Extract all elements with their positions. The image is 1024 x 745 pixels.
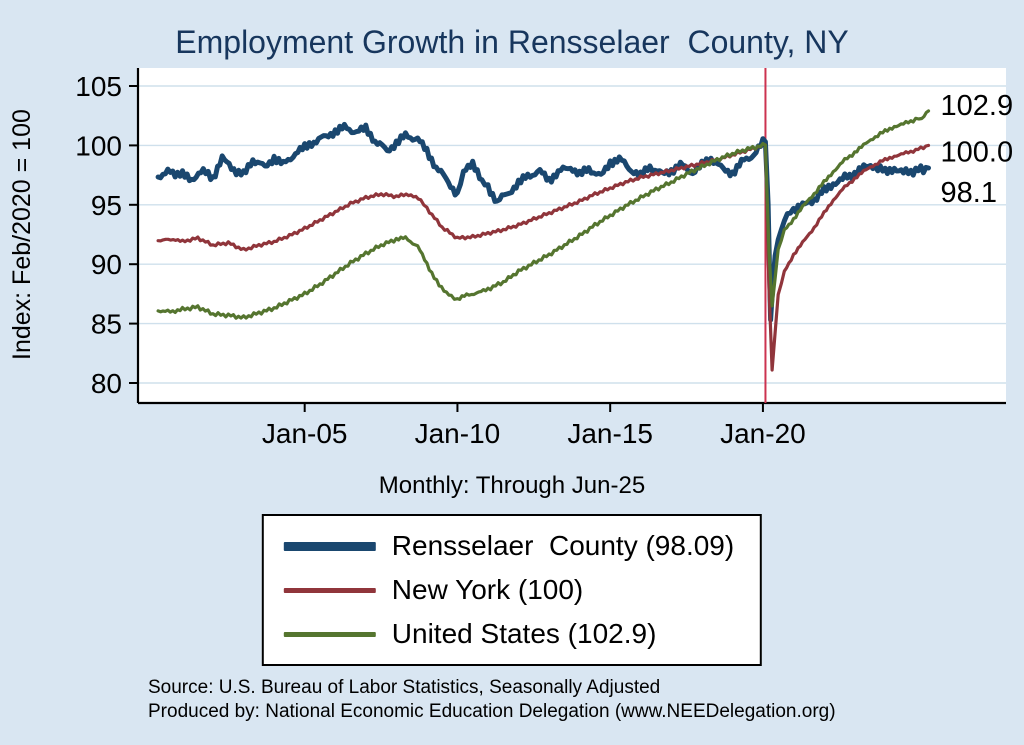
y-tick-label: 85 [91,309,122,340]
x-tick-label: Jan-15 [567,418,653,449]
x-tick-label: Jan-10 [415,418,501,449]
y-tick-label: 80 [91,368,122,399]
y-tick-label: 100 [75,130,122,161]
x-tick-label: Jan-20 [720,418,806,449]
source-note: Source: U.S. Bureau of Labor Statistics,… [148,676,836,724]
legend-item-rensselaer: Rensselaer County (98.09) [283,526,735,566]
end-label-new-york: 100.0 [941,136,1014,168]
y-tick-label: 95 [91,190,122,221]
legend-swatch-rensselaer-line [283,541,376,551]
legend-label: Rensselaer County (98.09) [391,530,735,561]
legend-item-united-states: United States (102.9) [283,614,734,654]
plot-svg: 80 85 90 95 100 105 Jan-05 Jan-10 Jan-15 Jan-20 98… [75,68,1014,449]
y-tick-label: 105 [75,71,122,102]
series-line-united-states [156,109,931,320]
x-tick-label: Jan-05 [262,418,348,449]
legend-label: United States (102.9) [391,618,657,649]
chart-subtitle: Monthly: Through Jun-25 [378,472,646,499]
chart-title: Employment Growth in Rensselaer County, … [175,24,849,60]
source-line-1: Source: U.S. Bureau of Labor Statistics,… [148,677,661,698]
legend-item-new-york: New York (100) [283,570,734,610]
end-label-united-states: 102.9 [941,90,1014,122]
legend-label: New York (100) [391,574,584,605]
y-tick-label: 90 [91,249,122,280]
source-line-2: Produced by: National Economic Education… [148,701,836,722]
series-line-new-york [156,142,931,372]
legend-swatch-new-york-line [283,587,376,593]
legend-swatch-united-states-line [283,631,376,637]
legend: Rensselaer County (98.09) New York (100)… [261,514,763,666]
plot-background [138,68,1006,403]
end-label-rensselaer-county: 98.1 [941,177,997,209]
